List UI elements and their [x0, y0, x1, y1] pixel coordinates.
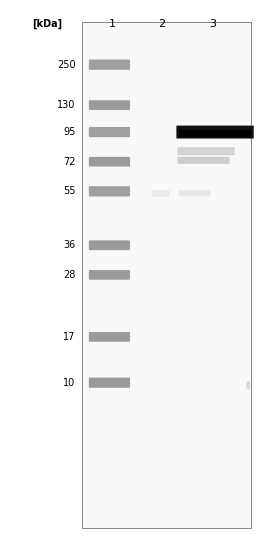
- Text: 55: 55: [63, 186, 76, 196]
- Text: 17: 17: [63, 332, 76, 342]
- Text: 95: 95: [63, 127, 76, 137]
- FancyBboxPatch shape: [152, 190, 170, 197]
- Bar: [82, 22, 251, 528]
- FancyBboxPatch shape: [176, 126, 254, 139]
- FancyBboxPatch shape: [177, 157, 230, 164]
- FancyBboxPatch shape: [89, 59, 130, 70]
- FancyBboxPatch shape: [89, 127, 130, 137]
- FancyBboxPatch shape: [179, 130, 251, 137]
- Text: 250: 250: [57, 60, 76, 70]
- Text: 2: 2: [158, 19, 165, 29]
- FancyBboxPatch shape: [177, 147, 235, 155]
- Text: 130: 130: [57, 100, 76, 110]
- FancyBboxPatch shape: [89, 377, 130, 388]
- FancyBboxPatch shape: [179, 190, 210, 196]
- FancyBboxPatch shape: [89, 186, 130, 196]
- FancyBboxPatch shape: [89, 100, 130, 110]
- FancyBboxPatch shape: [89, 270, 130, 280]
- Text: 10: 10: [63, 378, 76, 388]
- Circle shape: [246, 381, 250, 390]
- Text: 3: 3: [209, 19, 216, 29]
- Text: 72: 72: [63, 157, 76, 167]
- FancyBboxPatch shape: [89, 157, 130, 167]
- Text: [kDa]: [kDa]: [32, 19, 62, 29]
- Text: 1: 1: [109, 19, 116, 29]
- Text: 28: 28: [63, 270, 76, 280]
- Text: 36: 36: [63, 240, 76, 250]
- FancyBboxPatch shape: [89, 240, 130, 250]
- FancyBboxPatch shape: [89, 332, 130, 342]
